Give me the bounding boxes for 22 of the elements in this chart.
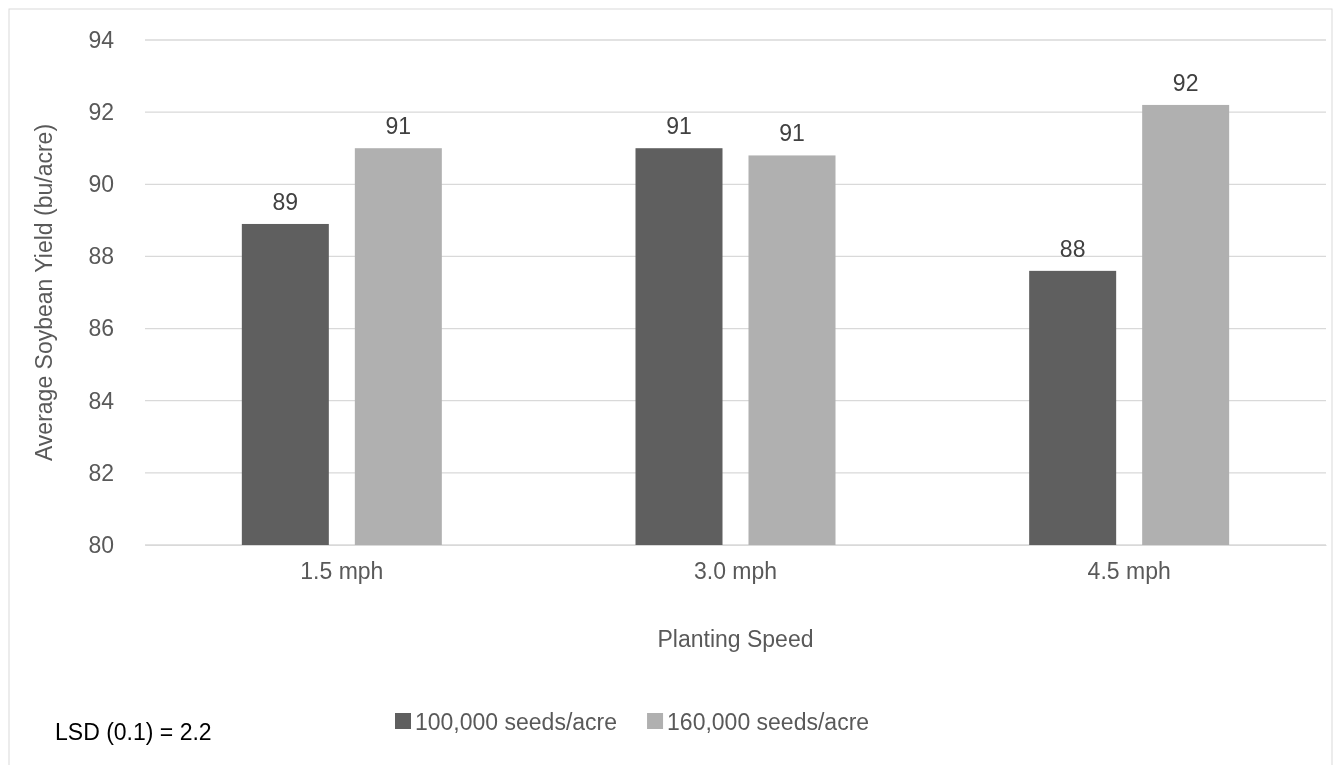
- y-tick-label: 92: [88, 99, 114, 125]
- legend-label: 100,000 seeds/acre: [415, 709, 618, 735]
- y-tick-label: 90: [88, 171, 114, 198]
- x-tick-label: 3.0 mph: [693, 558, 778, 585]
- y-tick-label: 88: [88, 243, 114, 270]
- y-tick-label: 82: [88, 459, 114, 486]
- data-label: 91: [779, 120, 805, 147]
- text: LSD (0.1) = 2.2: [55, 719, 212, 745]
- data-label: 91: [666, 113, 692, 140]
- x-tick-label: 4.5 mph: [1087, 558, 1171, 585]
- legend-label: 160,000 seeds/acre: [667, 709, 870, 735]
- data-label: 89: [272, 188, 299, 215]
- y-tick-label: 94: [88, 26, 115, 53]
- x-axis-title: Planting Speed: [657, 626, 814, 652]
- data-label: 92: [1172, 69, 1199, 96]
- data-label: 91: [385, 113, 412, 140]
- x-tick-label: 1.5 mph: [300, 558, 384, 585]
- y-tick-label: 86: [88, 315, 114, 342]
- y-axis-title: Average Soybean Yield (bu/acre): [31, 123, 57, 462]
- y-tick-label: 84: [88, 387, 115, 414]
- data-label: 88: [1059, 235, 1086, 262]
- y-tick-label: 80: [88, 531, 114, 558]
